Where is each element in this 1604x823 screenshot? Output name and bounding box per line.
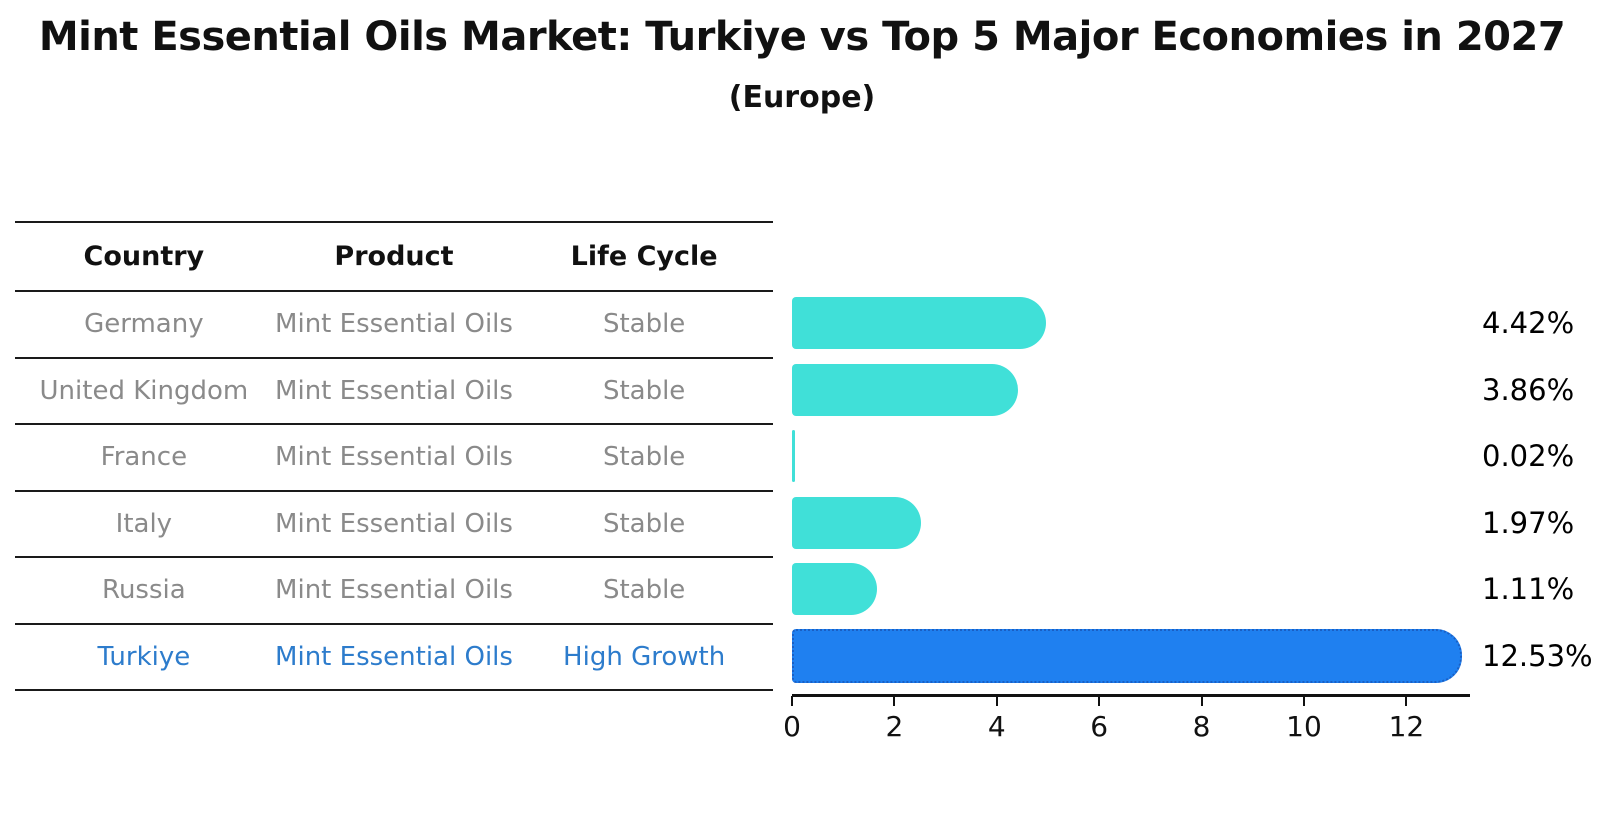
value-label-germany: 4.42%: [1482, 306, 1575, 341]
bar-united-kingdom: [792, 363, 1018, 416]
x-axis-tick-12: [1405, 696, 1408, 706]
table-header-row: Country Product Life Cycle: [15, 223, 773, 292]
table-cell-life-cycle: High Growth: [563, 641, 726, 672]
table-cell-country: Russia: [102, 575, 186, 606]
x-axis-tick-6: [1098, 696, 1101, 706]
table-cell-life-cycle: Stable: [602, 442, 686, 473]
table-row-germany: Germany Mint Essential Oils Stable: [15, 292, 773, 359]
x-axis-tick-label-0: 0: [783, 710, 801, 743]
x-axis-tick-label-12: 12: [1388, 710, 1425, 743]
bar-russia: [792, 563, 877, 615]
bar-row-germany: [792, 290, 1468, 357]
value-label-turkiye: 12.53%: [1482, 638, 1593, 673]
table-header-product: Product: [334, 241, 454, 272]
table-cell-product: Mint Essential Oils: [275, 508, 513, 539]
table-row-russia: Russia Mint Essential Oils Stable: [15, 558, 773, 625]
table-cell-life-cycle: Stable: [602, 575, 686, 606]
table-row-united-kingdom: United Kingdom Mint Essential Oils Stable: [15, 359, 773, 425]
value-label-italy: 1.97%: [1482, 505, 1575, 540]
country-table: Country Product Life Cycle Germany Mint E…: [15, 221, 773, 691]
table-cell-country: Italy: [115, 508, 173, 539]
table-cell-product: Mint Essential Oils: [275, 442, 513, 473]
x-axis-tick-0: [791, 696, 793, 706]
table-body: Germany Mint Essential Oils Stable United K…: [15, 292, 773, 691]
bar-turkiye: [792, 628, 1462, 683]
bar-row-united-kingdom: [792, 357, 1468, 424]
table-row-italy: Italy Mint Essential Oils Stable: [15, 492, 773, 558]
table-cell-life-cycle: Stable: [602, 375, 686, 406]
table-cell-country: Germany: [84, 309, 204, 340]
bar-row-russia: [792, 556, 1468, 623]
bar-row-france: [792, 423, 1468, 490]
table-cell-life-cycle: Stable: [602, 309, 686, 340]
table-cell-product: Mint Essential Oils: [275, 641, 513, 672]
x-axis-tick-label-8: 8: [1192, 710, 1211, 743]
bar-row-turkiye: [792, 623, 1468, 690]
table-cell-product: Mint Essential Oils: [275, 309, 513, 340]
table-cell-country: United Kingdom: [39, 375, 249, 406]
value-label-russia: 1.11%: [1482, 572, 1575, 607]
bar-chart-plot-area: [792, 290, 1468, 689]
table-cell-life-cycle: Stable: [602, 508, 686, 539]
table-cell-country: France: [100, 442, 188, 473]
x-axis-tick-4: [995, 696, 998, 706]
x-axis-tick-10: [1303, 696, 1305, 706]
bar-italy: [792, 496, 921, 549]
table-row-turkiye: Turkiye Mint Essential Oils High Growth: [15, 625, 773, 691]
table-cell-product: Mint Essential Oils: [275, 575, 513, 606]
table-cell-product: Mint Essential Oils: [275, 375, 513, 406]
table-header-country: Country: [83, 241, 205, 272]
x-axis-tick-label-10: 10: [1286, 710, 1322, 743]
bar-row-italy: [792, 490, 1468, 557]
x-axis-tick-2: [893, 696, 896, 706]
x-axis-tick-label-6: 6: [1090, 710, 1109, 743]
x-axis-tick-label-2: 2: [885, 710, 904, 743]
chart-subtitle: (Europe): [728, 80, 876, 115]
table-header-life-cycle: Life Cycle: [570, 241, 718, 272]
x-axis-tick-label-4: 4: [987, 710, 1006, 743]
value-label-france: 0.02%: [1482, 439, 1575, 474]
table-cell-country: Turkiye: [97, 641, 191, 672]
chart-title: Mint Essential Oils Market: Turkiye vs T…: [38, 14, 1566, 60]
table-row-france: France Mint Essential Oils Stable: [15, 425, 773, 492]
value-label-united-kingdom: 3.86%: [1482, 372, 1575, 407]
x-axis-tick-8: [1200, 696, 1203, 706]
bar-france: [792, 430, 795, 482]
x-axis-line: [792, 694, 1470, 697]
bar-germany: [792, 297, 1047, 349]
